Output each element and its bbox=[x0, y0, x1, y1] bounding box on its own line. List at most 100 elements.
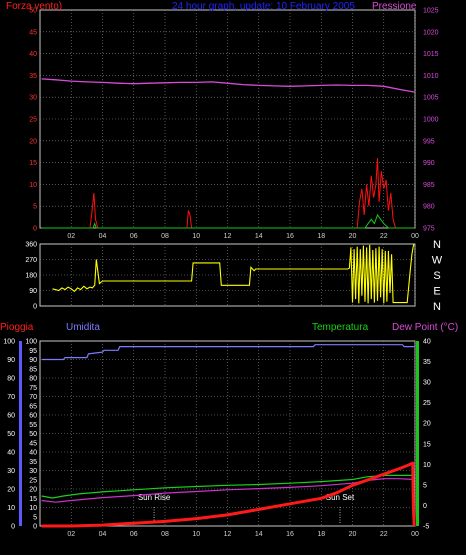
rain-y-tick-label: 25 bbox=[29, 477, 37, 484]
climate-x-tick-label: 02 bbox=[67, 531, 75, 538]
climate-x-tick-label: 16 bbox=[286, 531, 294, 538]
climate-x-tick-label: 14 bbox=[255, 531, 263, 538]
wind-gust-line bbox=[41, 158, 415, 229]
climate-x-tick-label: 06 bbox=[130, 531, 138, 538]
wind-y-tick-label: 30 bbox=[29, 95, 37, 102]
pressure-y-tick-label: 1005 bbox=[423, 95, 439, 102]
rain-y-tick-label: 0 bbox=[33, 524, 37, 531]
humidity-y-tick-label: 70 bbox=[7, 394, 15, 401]
pressure-axis-label: Pressione bbox=[372, 1, 417, 12]
wind-direction-line bbox=[52, 243, 415, 304]
rain-y-tick-label: 40 bbox=[29, 450, 37, 457]
wind-y-tick-label: 25 bbox=[29, 117, 37, 124]
wind-pressure-x-tick-label: 00 bbox=[411, 233, 419, 240]
legend-humidity: Umidita bbox=[66, 322, 100, 333]
legend-rain: Pioggia bbox=[0, 322, 34, 333]
pressure-y-tick-label: 1025 bbox=[423, 8, 439, 15]
climate-x-tick-label: 12 bbox=[224, 531, 232, 538]
direction-y-tick-label: 0 bbox=[33, 304, 37, 311]
rain-y-tick-label: 30 bbox=[29, 468, 37, 475]
pressure-line bbox=[41, 78, 415, 93]
climate-x-tick-label: 22 bbox=[380, 531, 388, 538]
humidity-axis-bar bbox=[19, 341, 22, 526]
temperature-y-tick-label: -5 bbox=[423, 524, 429, 531]
humidity-y-tick-label: 30 bbox=[7, 468, 15, 475]
direction-y-tick-label: 360 bbox=[25, 242, 37, 249]
wind-pressure-x-tick-label: 16 bbox=[286, 233, 294, 240]
wind-pressure-x-tick-label: 04 bbox=[99, 233, 107, 240]
compass-label-n: N bbox=[433, 301, 441, 313]
rain-y-tick-label: 5 bbox=[33, 514, 37, 521]
humidity-y-tick-label: 50 bbox=[7, 431, 15, 438]
rain-y-tick-label: 90 bbox=[29, 357, 37, 364]
climate-x-tick-label: 04 bbox=[99, 531, 107, 538]
pressure-y-tick-label: 980 bbox=[423, 204, 435, 211]
climate-panel: Sun Rise Sun Set 02 04 06 08 10 12 14 16 18 20 22 00… bbox=[0, 322, 458, 538]
climate-x-tick-label: 20 bbox=[349, 531, 357, 538]
humidity-y-tick-label: 20 bbox=[7, 487, 15, 494]
wind-pressure-x-tick-label: 18 bbox=[317, 233, 325, 240]
compass-label-n: N bbox=[433, 239, 441, 251]
sun-event-label: Sun Set bbox=[326, 493, 355, 502]
humidity-y-tick-label: 10 bbox=[7, 505, 15, 512]
rain-y-tick-label: 60 bbox=[29, 413, 37, 420]
temperature-y-tick-label: 20 bbox=[423, 421, 431, 428]
rain-y-tick-label: 75 bbox=[29, 385, 37, 392]
rain-y-tick-label: 50 bbox=[29, 431, 37, 438]
wind-pressure-x-tick-label: 08 bbox=[161, 233, 169, 240]
rain-y-tick-label: 85 bbox=[29, 366, 37, 373]
compass-label-s: S bbox=[433, 270, 440, 282]
wind-y-tick-label: 35 bbox=[29, 73, 37, 80]
humidity-y-tick-label: 100 bbox=[3, 339, 15, 346]
temperature-y-tick-label: 15 bbox=[423, 441, 431, 448]
humidity-y-tick-label: 40 bbox=[7, 450, 15, 457]
wind-pressure-x-tick-label: 14 bbox=[255, 233, 263, 240]
temperature-y-tick-label: 40 bbox=[423, 339, 431, 346]
rain-y-tick-label: 55 bbox=[29, 422, 37, 429]
direction-y-tick-label: 180 bbox=[25, 273, 37, 280]
wind-speed-line bbox=[41, 213, 415, 229]
direction-y-tick-label: 90 bbox=[29, 288, 37, 295]
climate-x-tick-label: 08 bbox=[161, 531, 169, 538]
wind-y-tick-label: 10 bbox=[29, 182, 37, 189]
direction-y-tick-label: 270 bbox=[25, 257, 37, 264]
wind-y-tick-label: 5 bbox=[33, 204, 37, 211]
compass-label-e: E bbox=[433, 286, 440, 298]
pressure-y-tick-label: 1020 bbox=[423, 29, 439, 36]
rain-y-tick-label: 80 bbox=[29, 376, 37, 383]
humidity-line bbox=[41, 344, 415, 361]
rain-y-tick-label: 100 bbox=[25, 339, 37, 346]
wind-pressure-x-tick-label: 20 bbox=[349, 233, 357, 240]
wind-pressure-x-tick-label: 12 bbox=[224, 233, 232, 240]
rain-line bbox=[41, 461, 416, 528]
wind-axis-label: Forza vento) bbox=[6, 1, 62, 12]
compass-label-w: W bbox=[432, 255, 443, 267]
wind-pressure-x-tick-label: 22 bbox=[380, 233, 388, 240]
rain-y-tick-label: 45 bbox=[29, 440, 37, 447]
wind-pressure-x-tick-label: 10 bbox=[192, 233, 200, 240]
legend-dew-point: Dew Point (°C) bbox=[392, 322, 458, 333]
wind-y-tick-label: 20 bbox=[29, 138, 37, 145]
wind-pressure-panel: 02 04 06 08 10 12 14 16 18 20 22 000510152025303540… bbox=[6, 1, 439, 240]
climate-x-tick-label: 00 bbox=[411, 531, 419, 538]
temperature-y-tick-label: 5 bbox=[423, 482, 427, 489]
climate-x-tick-label: 10 bbox=[192, 531, 200, 538]
sun-event-label: Sun Rise bbox=[138, 493, 171, 502]
wind-y-tick-label: 50 bbox=[29, 8, 37, 15]
rain-y-tick-label: 15 bbox=[29, 496, 37, 503]
temperature-y-tick-label: 35 bbox=[423, 359, 431, 366]
rain-y-tick-label: 35 bbox=[29, 459, 37, 466]
pressure-y-tick-label: 985 bbox=[423, 182, 435, 189]
wind-pressure-x-tick-label: 06 bbox=[130, 233, 138, 240]
wind-y-tick-label: 40 bbox=[29, 51, 37, 58]
dew-point-line bbox=[41, 478, 415, 503]
wind-y-tick-label: 0 bbox=[33, 226, 37, 233]
rain-y-tick-label: 10 bbox=[29, 505, 37, 512]
wind-y-tick-label: 15 bbox=[29, 160, 37, 167]
climate-x-tick-label: 18 bbox=[317, 531, 325, 538]
humidity-y-tick-label: 80 bbox=[7, 376, 15, 383]
temperature-y-tick-label: 25 bbox=[423, 400, 431, 407]
rain-y-tick-label: 95 bbox=[29, 348, 37, 355]
